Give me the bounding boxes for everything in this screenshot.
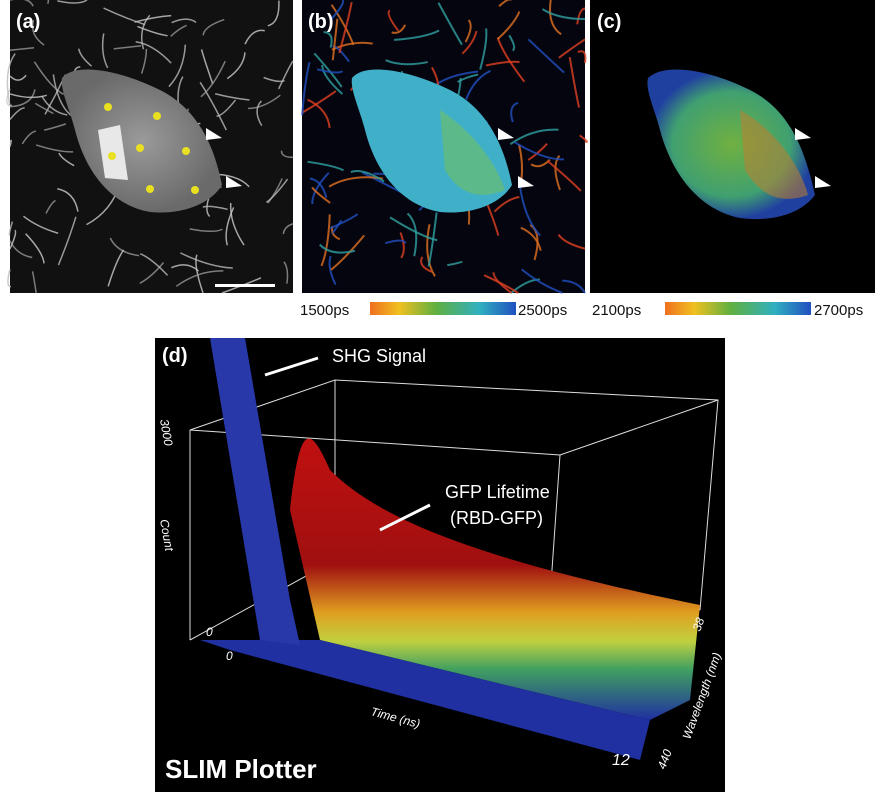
panel-d: (d) SHG Signal GFP Lifetime (RBD-GFP) 30…: [155, 338, 725, 792]
axis-label: 12: [612, 752, 630, 769]
page: {"panels": [ {"label": "(a)"}, {"label":…: [0, 0, 879, 792]
annotation: SHG Signal: [332, 346, 426, 366]
panel-b: (b) 1500ps 2500ps: [300, 0, 587, 319]
figure: (a) (b) 1500ps 2500ps (c) 2100ps 2700ps: [0, 0, 879, 792]
scale-bar: [215, 284, 275, 287]
panel-label: (a): [16, 11, 40, 33]
colorbar-min: 2100ps: [592, 302, 641, 319]
panel-label: (c): [597, 11, 621, 33]
panel-label: (b): [308, 11, 334, 33]
colorbar-max: 2700ps: [814, 302, 863, 319]
annotation: (RBD-GFP): [450, 508, 543, 528]
plot-title: SLIM Plotter: [165, 754, 317, 784]
colorbar: [665, 302, 811, 315]
panel-a: (a): [7, 0, 293, 293]
annotation: GFP Lifetime: [445, 482, 550, 502]
axis-label: 0: [206, 625, 213, 639]
colorbar: [370, 302, 516, 315]
colorbar-max: 2500ps: [518, 302, 567, 319]
panel-label: (d): [162, 345, 188, 367]
panel-c: (c) 2100ps 2700ps: [590, 0, 875, 319]
axis-label: 0: [226, 649, 233, 663]
colorbar-min: 1500ps: [300, 302, 349, 319]
